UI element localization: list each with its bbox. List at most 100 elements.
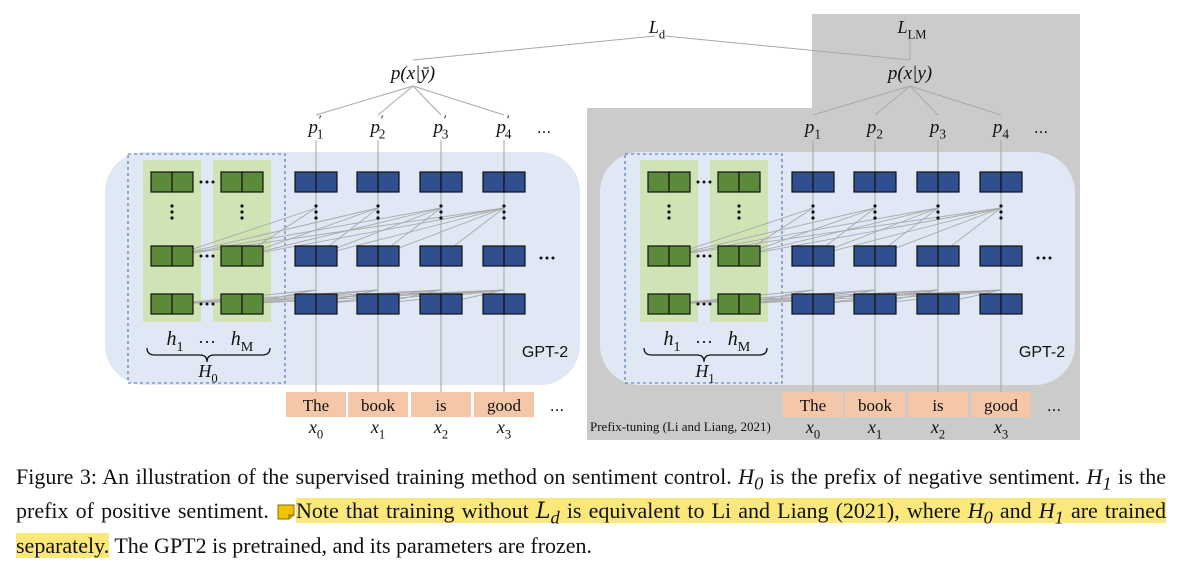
right-token-block-0-3 bbox=[979, 171, 1023, 193]
left-token-block-2-1 bbox=[356, 293, 400, 315]
left-prefix-dashed-box bbox=[127, 153, 286, 384]
left-prefix-block-0-1-cell-b bbox=[241, 171, 264, 193]
left-prefix-vdots-0-dot-0 bbox=[170, 204, 174, 208]
left-token-block-2-2 bbox=[419, 293, 463, 315]
left-token-block-2-1-cell-b bbox=[377, 293, 400, 315]
left-prefix-block-1-0 bbox=[150, 245, 194, 267]
right-token-text-1: book bbox=[858, 396, 893, 415]
left-prefix-hdots-0-dot-2 bbox=[211, 180, 215, 184]
right-h1-label: h1 bbox=[664, 328, 681, 355]
right-token-block-2-2-cell-a bbox=[916, 293, 939, 315]
left-prefix-block-0-0-cell-b bbox=[171, 171, 194, 193]
right-prefix-block-2-0 bbox=[647, 293, 691, 315]
left-prob-2: p′ 3 bbox=[432, 112, 449, 141]
right-token-vdots-1-dot-1 bbox=[873, 210, 877, 214]
right-token-block-2-3 bbox=[979, 293, 1023, 315]
left-token-block-0-1 bbox=[356, 171, 400, 193]
left-token-block-1-2 bbox=[419, 245, 463, 267]
left-prefix-hdots-1-dot-2 bbox=[211, 254, 215, 258]
right-token-vdots-2 bbox=[936, 204, 940, 220]
caption-h0b-var: H bbox=[967, 498, 984, 524]
right-row-hdots-dot-2 bbox=[1048, 256, 1052, 260]
right-attn-1-3-1 bbox=[738, 207, 1002, 257]
left-token-vdots-1-dot-1 bbox=[376, 210, 380, 214]
right-prefix-hdots-1-dot-1 bbox=[702, 254, 706, 258]
left-token-var-0: x0 bbox=[308, 417, 323, 441]
left-prefix-block-1-1-cell-b bbox=[241, 245, 264, 267]
left-token-block-0-2-cell-a bbox=[419, 171, 442, 193]
caption-hl-4: are trained separately. bbox=[16, 498, 1167, 558]
left-token-block-0-3 bbox=[482, 171, 526, 193]
loss-d-arrow-right bbox=[664, 35, 911, 61]
right-token-block-0-3-cell-b bbox=[1000, 171, 1023, 193]
left-token-vdots-2 bbox=[439, 204, 443, 220]
left-attn-1-1-0 bbox=[171, 207, 379, 257]
right-token-text-2: is bbox=[932, 396, 943, 415]
right-row-hdots-dot-0 bbox=[1036, 256, 1040, 260]
left-prefix-block-1-1-cell-a bbox=[220, 245, 243, 267]
right-token-vdots-0-dot-1 bbox=[811, 210, 815, 214]
left-prefix-hdots-0-dot-1 bbox=[205, 180, 209, 184]
right-prefix-hdots-1 bbox=[696, 254, 712, 258]
right-token-vdots-3-dot-1 bbox=[999, 210, 1003, 214]
right-token-vdots-2-dot-1 bbox=[936, 210, 940, 214]
left-prefix-vdots-1-dot-0 bbox=[240, 204, 244, 208]
right-token-text-0: The bbox=[800, 396, 826, 415]
right-token-block-2-2-cell-b bbox=[937, 293, 960, 315]
right-token-block-1-3 bbox=[979, 245, 1023, 267]
right-prefix-brace bbox=[643, 347, 768, 363]
right-hM-label: hM bbox=[728, 328, 751, 355]
right-prefix-block-1-1-cell-a bbox=[717, 245, 740, 267]
right-prefix-hdots-1-dot-2 bbox=[708, 254, 712, 258]
right-prefix-vdots-0 bbox=[667, 204, 671, 220]
right-attn-1-1-0 bbox=[668, 207, 876, 257]
left-token-block-2-0-cell-a bbox=[294, 293, 317, 315]
left-token-vdots-0-dot-1 bbox=[314, 210, 318, 214]
right-token-block-1-1 bbox=[853, 245, 897, 267]
left-attn-2-3-2 bbox=[315, 289, 505, 305]
left-prefix-block-2-1-cell-b bbox=[241, 293, 264, 315]
left-prefix-vdots-1-dot-2 bbox=[240, 216, 244, 220]
right-prob-1: p2 bbox=[865, 117, 883, 142]
left-attn-1-3-2 bbox=[315, 207, 505, 257]
sticky-note-icon[interactable] bbox=[277, 504, 295, 520]
right-prefix-block-1-1-cell-b bbox=[738, 245, 761, 267]
loss-lm-label: LLM bbox=[897, 17, 927, 41]
left-prefix-vdots-0-dot-1 bbox=[170, 210, 174, 214]
right-token-block-0-0-cell-b bbox=[812, 171, 835, 193]
right-token-block-2-3-cell-b bbox=[1000, 293, 1023, 315]
right-token-block-1-2 bbox=[916, 245, 960, 267]
prefix-tuning-label: Prefix-tuning (Li and Liang, 2021) bbox=[590, 419, 771, 434]
left-attn-1-1-1 bbox=[241, 207, 379, 257]
left-token-block-2-0 bbox=[294, 293, 338, 315]
left-attn-1-0-0 bbox=[171, 207, 317, 257]
right-dist-label: p(x|y) bbox=[886, 63, 932, 84]
right-token-block-0-1-cell-a bbox=[853, 171, 876, 193]
right-token-block-0-2-cell-a bbox=[916, 171, 939, 193]
left-prefix-block-1-1 bbox=[220, 245, 264, 267]
right-prefix-block-1-0-cell-b bbox=[668, 245, 691, 267]
right-row-hdots bbox=[1036, 256, 1052, 260]
left-h-ellipsis: … bbox=[198, 327, 216, 347]
right-dist-arrow-3 bbox=[909, 85, 1002, 116]
right-attn-1-0-0 bbox=[668, 207, 814, 257]
left-prefix-name: H0 bbox=[197, 361, 217, 385]
left-dist-arrow-2 bbox=[412, 85, 442, 116]
left-token-box-0 bbox=[286, 392, 346, 417]
right-attn-1-3-2 bbox=[812, 207, 1002, 257]
right-gpt2-label: GPT-2 bbox=[1019, 344, 1065, 361]
right-prefix-name: H1 bbox=[694, 361, 714, 385]
right-token-block-0-0 bbox=[791, 171, 835, 193]
right-token-vdots-1-dot-0 bbox=[873, 204, 877, 208]
left-prob-ellipsis: ... bbox=[537, 118, 551, 137]
right-token-block-0-1-cell-b bbox=[874, 171, 897, 193]
left-prefix-hdots-1-dot-0 bbox=[199, 254, 203, 258]
left-token-block-1-0-cell-b bbox=[315, 245, 338, 267]
left-prefix-block-0-1 bbox=[220, 171, 264, 193]
right-token-text-3: good bbox=[984, 396, 1019, 415]
caption-hl-1: Note that training without bbox=[296, 498, 536, 524]
left-prefix-vdots-0 bbox=[170, 204, 174, 220]
left-token-block-2-3-cell-b bbox=[503, 293, 526, 315]
right-token-block-1-0-cell-a bbox=[791, 245, 814, 267]
right-prefix-block-2-0-cell-a bbox=[647, 293, 670, 315]
